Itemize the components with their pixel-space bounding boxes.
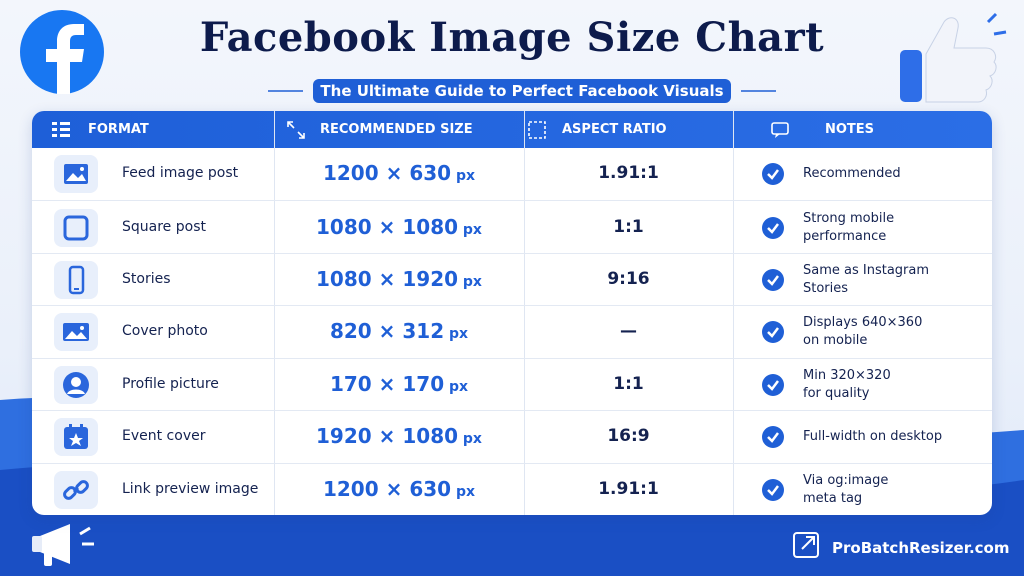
size-unit: px [458, 274, 482, 291]
table-row: Cover photo 820 × 312 px — Displays 640×360… [32, 305, 992, 358]
note-line: Strong mobile [803, 210, 895, 226]
check-icon [762, 216, 784, 243]
format-name: Stories [122, 271, 171, 288]
header-icon [52, 121, 70, 143]
check-icon [762, 478, 784, 505]
size-value: 820 × 312 px [274, 319, 524, 343]
aspect-ratio: 16:9 [607, 426, 650, 447]
format-icon [54, 261, 98, 300]
table: FORMAT RECOMMENDED SIZE ASPECT RATIO NOTES … [32, 111, 992, 515]
table-row: Feed image post 1200 × 630 px 1.91:1 Recomm… [32, 148, 992, 200]
column-divider [524, 111, 525, 515]
note-line: Min 320×320 [803, 367, 891, 383]
format-icon [54, 208, 98, 247]
size-dimensions: 1200 × 630 [322, 161, 452, 186]
header-icon [771, 121, 789, 143]
note-line: Stories [803, 281, 849, 297]
footer-site: ProBatchResizer.com [832, 539, 1010, 557]
aspect-ratio: 1.91:1 [598, 163, 659, 184]
size-unit: px [444, 326, 469, 343]
size-unit: px [451, 483, 476, 500]
column-header: ASPECT RATIO [562, 122, 667, 137]
size-value: 1200 × 630 px [274, 161, 524, 185]
header-icon [528, 121, 546, 143]
size-value: 1080 × 1920 px [274, 267, 524, 291]
table-row: Link preview image 1200 × 630 px 1.91:1 Via… [32, 462, 992, 515]
size-value: 170 × 170 px [274, 372, 524, 396]
table-row: Event cover 1920 × 1080 px 16:9 Full-width … [32, 410, 992, 463]
table-row: Square post 1080 × 1080 px 1:1 Strong mobil… [32, 200, 992, 253]
column-divider [274, 111, 275, 515]
format-name: Cover photo [122, 323, 208, 340]
format-icon [54, 155, 98, 194]
table-row: Profile picture 170 × 170 px 1:1 Min 320×32… [32, 357, 992, 411]
header-icon [287, 121, 305, 143]
aspect-ratio: — [620, 321, 637, 342]
size-value: 1920 × 1080 px [274, 424, 524, 448]
size-dimensions: 820 × 312 [329, 319, 445, 344]
table-row: Stories 1080 × 1920 px 9:16 Same as Instagr… [32, 252, 992, 306]
size-unit: px [458, 221, 482, 238]
column-header: NOTES [825, 122, 875, 137]
size-dimensions: 1080 × 1920 [316, 267, 459, 292]
aspect-ratio: 1:1 [613, 373, 644, 394]
aspect-ratio: 1:1 [613, 216, 644, 237]
size-value: 1200 × 630 px [274, 477, 524, 501]
column-header: FORMAT [88, 122, 149, 137]
note-line: performance [803, 228, 887, 244]
format-icon [54, 365, 98, 404]
format-name: Feed image post [122, 165, 239, 182]
check-icon [762, 269, 784, 295]
format-icon [54, 470, 98, 509]
subtitle: The Ultimate Guide to Perfect Facebook V… [313, 79, 731, 103]
check-icon [762, 426, 784, 452]
aspect-ratio: 9:16 [607, 269, 650, 290]
size-dimensions: 170 × 170 [329, 371, 445, 396]
size-value: 1080 × 1080 px [274, 215, 524, 239]
format-name: Square post [122, 218, 206, 235]
note-line: Recommended [803, 166, 901, 182]
size-unit: px [458, 431, 482, 448]
format-name: Link preview image [122, 480, 259, 497]
note-line: for quality [803, 385, 870, 401]
note-line: Full-width on desktop [803, 429, 943, 445]
title: Facebook Image Size Chart [199, 14, 825, 61]
column-header: RECOMMENDED SIZE [320, 122, 473, 137]
check-icon [762, 373, 784, 400]
note-line: Same as Instagram [803, 263, 930, 279]
size-unit: px [444, 378, 469, 395]
format-icon [54, 313, 98, 352]
format-name: Event cover [122, 428, 206, 445]
size-dimensions: 1080 × 1080 [316, 214, 459, 239]
note-line: Via og:image [803, 472, 889, 488]
table-header: FORMAT RECOMMENDED SIZE ASPECT RATIO NOTES [32, 111, 992, 148]
size-unit: px [451, 168, 476, 185]
note-line: meta tag [803, 490, 863, 506]
column-divider [733, 111, 734, 515]
check-icon [762, 321, 784, 347]
note-line: on mobile [803, 333, 868, 349]
size-dimensions: 1200 × 630 [322, 476, 452, 501]
check-icon [762, 163, 784, 189]
note-line: Displays 640×360 [803, 315, 923, 331]
size-dimensions: 1920 × 1080 [316, 424, 459, 449]
aspect-ratio: 1.91:1 [598, 478, 659, 499]
format-icon [54, 418, 98, 457]
format-name: Profile picture [122, 375, 219, 392]
